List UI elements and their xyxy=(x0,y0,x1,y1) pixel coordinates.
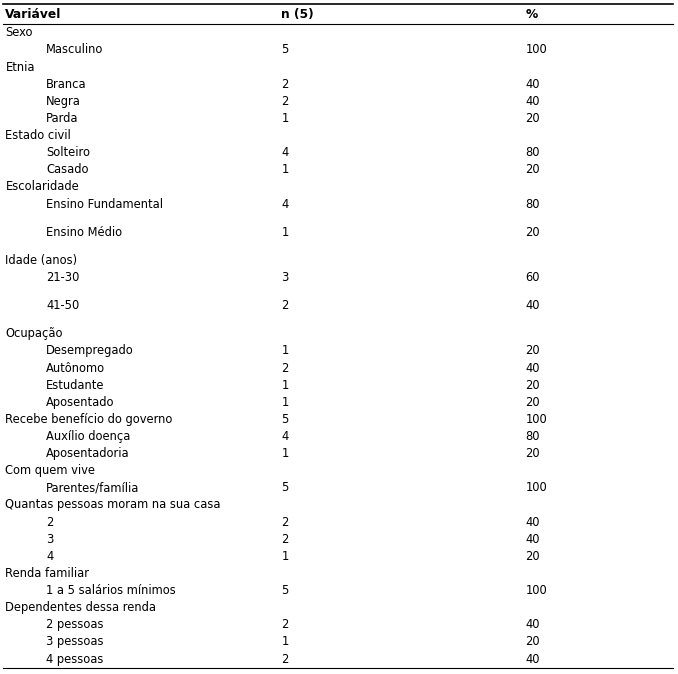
Text: Dependentes dessa renda: Dependentes dessa renda xyxy=(5,601,157,614)
Text: 21-30: 21-30 xyxy=(46,271,79,284)
Text: Quantas pessoas moram na sua casa: Quantas pessoas moram na sua casa xyxy=(5,499,221,512)
Text: 1: 1 xyxy=(281,396,289,408)
Text: 2: 2 xyxy=(281,618,289,632)
Text: 2: 2 xyxy=(46,516,54,528)
Text: Estudante: Estudante xyxy=(46,379,104,392)
Text: 1: 1 xyxy=(281,344,289,357)
Text: 40: 40 xyxy=(525,361,540,375)
Text: Recebe benefício do governo: Recebe benefício do governo xyxy=(5,413,173,426)
Text: 100: 100 xyxy=(525,481,547,494)
Text: 1: 1 xyxy=(281,163,289,177)
Text: Variável: Variável xyxy=(5,8,62,21)
Text: Parda: Parda xyxy=(46,112,79,125)
Text: 80: 80 xyxy=(525,146,540,159)
Text: Desempregado: Desempregado xyxy=(46,344,134,357)
Text: 40: 40 xyxy=(525,78,540,91)
Text: Idade (anos): Idade (anos) xyxy=(5,254,77,267)
Text: 40: 40 xyxy=(525,95,540,108)
Text: Com quem vive: Com quem vive xyxy=(5,464,96,477)
Text: 4: 4 xyxy=(281,430,289,443)
Text: 100: 100 xyxy=(525,43,547,57)
Text: 20: 20 xyxy=(525,379,540,392)
Text: 5: 5 xyxy=(281,481,289,494)
Text: Masculino: Masculino xyxy=(46,43,104,57)
Text: 2: 2 xyxy=(281,78,289,91)
Text: Etnia: Etnia xyxy=(5,61,35,73)
Text: 80: 80 xyxy=(525,430,540,443)
Text: 2: 2 xyxy=(281,516,289,528)
Text: Estado civil: Estado civil xyxy=(5,129,71,142)
Text: 4: 4 xyxy=(281,197,289,210)
Text: 1: 1 xyxy=(281,226,289,239)
Text: Ensino Fundamental: Ensino Fundamental xyxy=(46,197,163,210)
Text: Aposentadoria: Aposentadoria xyxy=(46,447,129,460)
Text: 4: 4 xyxy=(281,146,289,159)
Text: Parentes/família: Parentes/família xyxy=(46,481,140,494)
Text: Sexo: Sexo xyxy=(5,26,33,39)
Text: 20: 20 xyxy=(525,344,540,357)
Text: 20: 20 xyxy=(525,396,540,408)
Text: 40: 40 xyxy=(525,532,540,546)
Text: 1: 1 xyxy=(281,447,289,460)
Text: n (5): n (5) xyxy=(281,8,314,21)
Text: 3: 3 xyxy=(281,271,289,284)
Text: 5: 5 xyxy=(281,584,289,597)
Text: 40: 40 xyxy=(525,652,540,665)
Text: 1: 1 xyxy=(281,550,289,563)
Text: 80: 80 xyxy=(525,197,540,210)
Text: Solteiro: Solteiro xyxy=(46,146,90,159)
Text: 20: 20 xyxy=(525,636,540,648)
Text: 20: 20 xyxy=(525,112,540,125)
Text: 20: 20 xyxy=(525,226,540,239)
Text: Aposentado: Aposentado xyxy=(46,396,115,408)
Text: 5: 5 xyxy=(281,413,289,426)
Text: Auxílio doença: Auxílio doença xyxy=(46,430,130,443)
Text: 60: 60 xyxy=(525,271,540,284)
Text: 1: 1 xyxy=(281,379,289,392)
Text: 5: 5 xyxy=(281,43,289,57)
Text: Renda familiar: Renda familiar xyxy=(5,567,89,580)
Text: 2: 2 xyxy=(281,532,289,546)
Text: 2: 2 xyxy=(281,95,289,108)
Text: 4: 4 xyxy=(46,550,54,563)
Text: 2: 2 xyxy=(281,299,289,312)
Text: Escolaridade: Escolaridade xyxy=(5,181,79,193)
Text: 40: 40 xyxy=(525,299,540,312)
Text: 2: 2 xyxy=(281,652,289,665)
Text: %: % xyxy=(525,8,538,21)
Text: 40: 40 xyxy=(525,618,540,632)
Text: 41-50: 41-50 xyxy=(46,299,79,312)
Text: Branca: Branca xyxy=(46,78,87,91)
Text: 20: 20 xyxy=(525,550,540,563)
Text: Ensino Médio: Ensino Médio xyxy=(46,226,122,239)
Text: 40: 40 xyxy=(525,516,540,528)
Text: Ocupação: Ocupação xyxy=(5,328,63,340)
Text: 1 a 5 salários mínimos: 1 a 5 salários mínimos xyxy=(46,584,176,597)
Text: 4 pessoas: 4 pessoas xyxy=(46,652,104,665)
Text: 100: 100 xyxy=(525,584,547,597)
Text: 20: 20 xyxy=(525,447,540,460)
Text: 3 pessoas: 3 pessoas xyxy=(46,636,104,648)
Text: Negra: Negra xyxy=(46,95,81,108)
Text: 3: 3 xyxy=(46,532,54,546)
Text: 1: 1 xyxy=(281,112,289,125)
Text: 20: 20 xyxy=(525,163,540,177)
Text: 1: 1 xyxy=(281,636,289,648)
Text: Autônomo: Autônomo xyxy=(46,361,105,375)
Text: 100: 100 xyxy=(525,413,547,426)
Text: 2 pessoas: 2 pessoas xyxy=(46,618,104,632)
Text: Casado: Casado xyxy=(46,163,89,177)
Text: 2: 2 xyxy=(281,361,289,375)
